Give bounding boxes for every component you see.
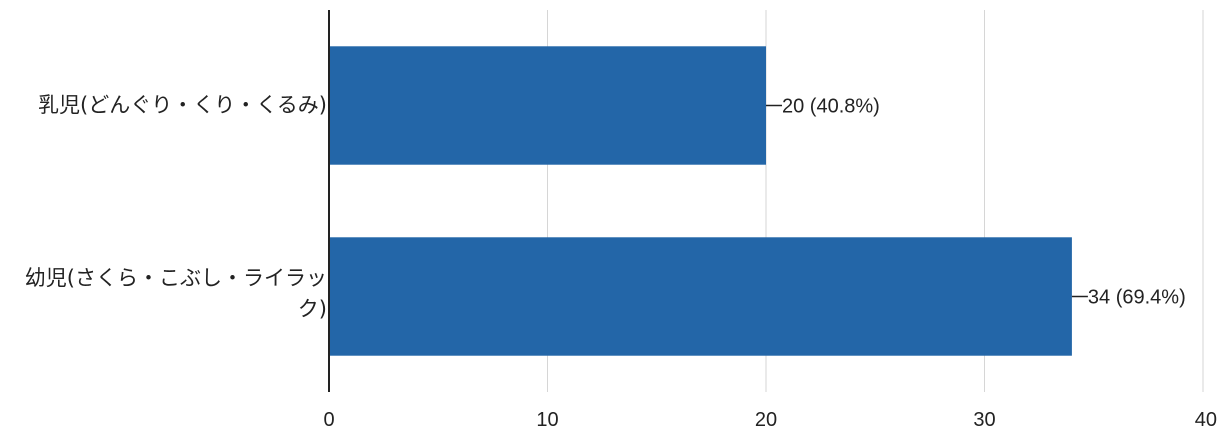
x-axis-ticks: 0 10 20 30 40: [323, 409, 1217, 431]
bar-0: [330, 46, 766, 165]
x-tick-label-3: 30: [973, 409, 995, 431]
category-label-toddler: 幼児(さくら・こぶし・ライラック): [24, 266, 327, 321]
category-label-infant: 乳児(どんぐり・くり・くるみ): [38, 93, 327, 117]
x-tick-label-4: 40: [1195, 409, 1217, 431]
bars: [330, 46, 1072, 356]
x-tick-label-1: 10: [536, 409, 558, 431]
x-tick-label-0: 0: [323, 409, 334, 431]
data-labels: 20 (40.8%) 34 (69.4%): [766, 96, 1186, 309]
data-label-1: 34 (69.4%): [1088, 287, 1186, 309]
bar-1: [330, 237, 1072, 356]
data-label-0: 20 (40.8%): [782, 96, 880, 118]
x-tick-label-2: 20: [755, 409, 777, 431]
